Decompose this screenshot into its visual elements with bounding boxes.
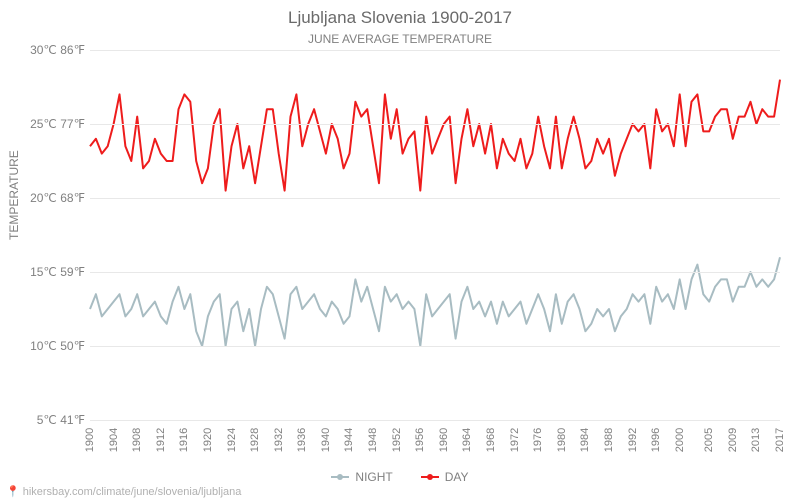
gridline bbox=[90, 50, 780, 51]
x-tick-label: 1900 bbox=[84, 428, 96, 452]
attribution-text: hikersbay.com/climate/june/slovenia/ljub… bbox=[23, 486, 242, 498]
chart-subtitle: JUNE AVERAGE TEMPERATURE bbox=[0, 32, 800, 46]
x-tick-label: 1928 bbox=[249, 428, 261, 452]
temperature-chart: Ljubljana Slovenia 1900-2017 JUNE AVERAG… bbox=[0, 0, 800, 500]
x-tick-label: 1948 bbox=[367, 428, 379, 452]
x-tick-label: 1988 bbox=[603, 428, 615, 452]
y-tick-label: 10℃ 50℉ bbox=[5, 339, 85, 353]
gridline bbox=[90, 272, 780, 273]
legend-label: NIGHT bbox=[355, 470, 392, 484]
chart-svg bbox=[90, 50, 780, 420]
x-tick-label: 1916 bbox=[178, 428, 190, 452]
gridline bbox=[90, 198, 780, 199]
x-tick-label: 1940 bbox=[320, 428, 332, 452]
legend-item-night: NIGHT bbox=[331, 470, 392, 484]
legend-swatch bbox=[331, 476, 349, 478]
y-tick-label: 15℃ 59℉ bbox=[5, 265, 85, 279]
y-tick-label: 5℃ 41℉ bbox=[5, 413, 85, 427]
x-tick-label: 2013 bbox=[750, 428, 762, 452]
x-tick-label: 1996 bbox=[650, 428, 662, 452]
legend-swatch bbox=[421, 476, 439, 478]
pin-icon: 📍 bbox=[6, 485, 20, 498]
plot-area bbox=[90, 50, 780, 420]
chart-title: Ljubljana Slovenia 1900-2017 bbox=[0, 8, 800, 28]
x-tick-label: 1976 bbox=[532, 428, 544, 452]
x-tick-label: 1904 bbox=[108, 428, 120, 452]
x-tick-label: 1956 bbox=[414, 428, 426, 452]
legend: NIGHT DAY bbox=[0, 470, 800, 484]
x-tick-label: 1984 bbox=[579, 428, 591, 452]
x-tick-label: 1972 bbox=[509, 428, 521, 452]
x-tick-label: 1952 bbox=[391, 428, 403, 452]
x-tick-label: 1932 bbox=[273, 428, 285, 452]
x-tick-label: 1968 bbox=[485, 428, 497, 452]
series-line-night bbox=[90, 257, 780, 346]
y-tick-label: 20℃ 68℉ bbox=[5, 191, 85, 205]
x-tick-label: 1944 bbox=[343, 428, 355, 452]
x-tick-label: 1924 bbox=[226, 428, 238, 452]
attribution: 📍 hikersbay.com/climate/june/slovenia/lj… bbox=[6, 485, 241, 498]
gridline bbox=[90, 346, 780, 347]
y-tick-label: 30℃ 86℉ bbox=[5, 43, 85, 57]
x-tick-label: 2000 bbox=[674, 428, 686, 452]
x-tick-label: 2009 bbox=[727, 428, 739, 452]
x-tick-label: 2017 bbox=[774, 428, 786, 452]
x-tick-label: 1960 bbox=[438, 428, 450, 452]
x-tick-label: 1964 bbox=[461, 428, 473, 452]
series-line-day bbox=[90, 80, 780, 191]
x-tick-label: 1936 bbox=[296, 428, 308, 452]
x-tick-label: 1912 bbox=[155, 428, 167, 452]
y-tick-label: 25℃ 77℉ bbox=[5, 117, 85, 131]
gridline bbox=[90, 124, 780, 125]
legend-label: DAY bbox=[445, 470, 469, 484]
x-tick-label: 1908 bbox=[131, 428, 143, 452]
legend-item-day: DAY bbox=[421, 470, 469, 484]
x-tick-label: 1920 bbox=[202, 428, 214, 452]
gridline bbox=[90, 420, 780, 421]
x-tick-label: 2005 bbox=[703, 428, 715, 452]
x-tick-label: 1980 bbox=[556, 428, 568, 452]
x-tick-label: 1992 bbox=[627, 428, 639, 452]
